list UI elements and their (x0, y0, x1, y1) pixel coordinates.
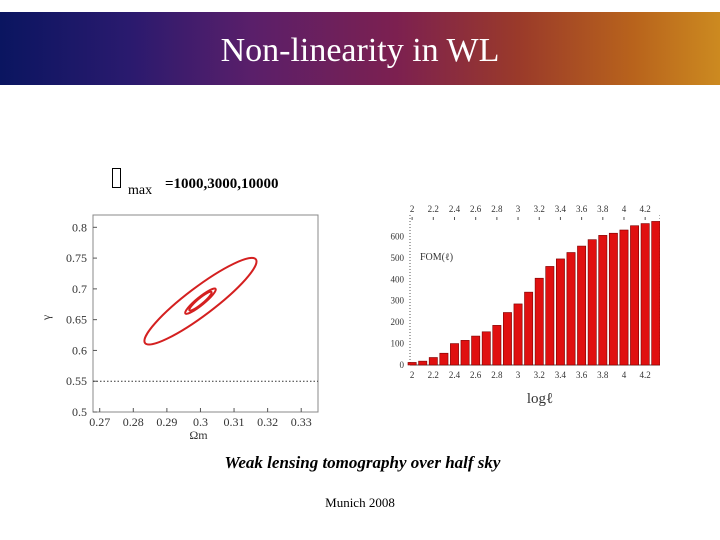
x-tick-label-top: 4 (622, 204, 627, 214)
x-tick-label-top: 2.6 (470, 204, 482, 214)
y-tick-label: 0 (400, 360, 405, 370)
y-tick-label: 200 (391, 317, 405, 327)
x-tick-label: 3.2 (534, 370, 545, 380)
x-tick-label: 2.2 (428, 370, 439, 380)
x-tick-label: 0.33 (291, 415, 312, 429)
slide-footer: Munich 2008 (325, 495, 395, 510)
fom-bar (481, 331, 491, 366)
x-tick-label-top: 3.4 (555, 204, 567, 214)
fom-bar (598, 235, 608, 366)
contour-ellipse-1000 (143, 256, 258, 346)
x-tick-label-top: 3.6 (576, 204, 588, 214)
x-tick-label: 0.32 (257, 415, 278, 429)
fom-bar (450, 343, 459, 366)
fom-bar (407, 362, 417, 366)
fom-bar (524, 291, 534, 366)
fom-bar (534, 277, 544, 366)
x-tick-label-top: 2.2 (428, 204, 439, 214)
fom-bar (640, 223, 650, 366)
fom-bar (471, 335, 481, 366)
x-tick-label: 0.27 (89, 415, 110, 429)
x-tick-label: 2.8 (491, 370, 503, 380)
x-tick-label-top: 4.2 (640, 204, 651, 214)
fom-bar (418, 360, 428, 366)
y-tick-label: 100 (391, 339, 405, 349)
lmax-subscript: max (128, 183, 153, 198)
x-axis-label: logℓ (527, 391, 553, 407)
fom-bar (577, 245, 587, 366)
fom-bar (545, 266, 555, 366)
x-tick-label: 0.31 (224, 415, 245, 429)
x-tick-label: 3.8 (597, 370, 609, 380)
fom-bar (555, 258, 565, 366)
lmax-values: =1000,3000,10000 (165, 176, 279, 192)
fom-bar (566, 252, 576, 366)
slide-caption: Weak lensing tomography over half sky (224, 453, 501, 472)
x-tick-label: 0.28 (123, 415, 144, 429)
fom-bar (428, 357, 438, 366)
plot-frame (92, 214, 319, 413)
x-tick-label: 3.6 (576, 370, 588, 380)
contour-chart: 0.5 0.55 0.6 0.65 0.7 0.75 0.8 0.27 0.28 0.29 0.3 0… (39, 214, 319, 442)
x-tick-label: 2.4 (449, 370, 461, 380)
contour-ellipse-10000 (188, 290, 213, 312)
y-tick-label: 0.8 (72, 220, 87, 234)
x-tick-label: 4.2 (640, 370, 651, 380)
y-tick-label: 0.55 (66, 374, 87, 388)
y-tick-label: 0.5 (72, 405, 87, 419)
slide-title: Non-linearity in WL (220, 32, 500, 69)
y-tick-label: 400 (391, 274, 405, 284)
title-banner (0, 12, 720, 85)
x-tick-label: 2.6 (470, 370, 482, 380)
x-tick-label-top: 3 (516, 204, 521, 214)
header-margin (0, 0, 720, 12)
y-tick-label: 300 (391, 296, 405, 306)
fom-bar (513, 303, 523, 366)
y-tick-label: 500 (391, 253, 405, 263)
fom-bar (587, 239, 597, 366)
y-tick-label: 600 (391, 231, 405, 241)
fom-bar-chart: 0 100 200 300 400 500 600 2 2 2.2 2.2 2.4 2.4 2.6 2.6 2… (391, 204, 660, 407)
x-tick-label: 2 (410, 370, 415, 380)
y-tick-label: 0.65 (66, 313, 87, 327)
x-tick-label-top: 3.8 (597, 204, 609, 214)
fom-bar (651, 221, 660, 366)
x-tick-label: 0.3 (193, 415, 208, 429)
y-axis-label: γ (39, 314, 53, 321)
legend-label: FOM(ℓ) (420, 252, 453, 263)
fom-bar (503, 312, 512, 366)
fom-bar (608, 232, 618, 366)
x-tick-label-top: 2 (410, 204, 415, 214)
x-tick-label: 0.29 (156, 415, 177, 429)
x-tick-label-top: 3.2 (534, 204, 545, 214)
y-tick-label: 0.75 (66, 251, 87, 265)
x-tick-label: 4 (622, 370, 627, 380)
x-axis-label: Ωm (189, 428, 208, 442)
fom-bar (619, 229, 629, 366)
fom-bar (492, 325, 502, 366)
x-tick-label: 3 (516, 370, 521, 380)
fom-bar (439, 352, 449, 366)
ell-symbol-icon (112, 168, 121, 188)
fom-bar (460, 340, 470, 366)
x-tick-label: 3.4 (555, 370, 567, 380)
y-tick-label: 0.7 (72, 282, 87, 296)
x-tick-label-top: 2.4 (449, 204, 461, 214)
fom-bar (630, 225, 640, 366)
contour-ellipse-3000 (184, 287, 217, 315)
y-tick-label: 0.6 (72, 343, 87, 357)
x-tick-label-top: 2.8 (491, 204, 503, 214)
